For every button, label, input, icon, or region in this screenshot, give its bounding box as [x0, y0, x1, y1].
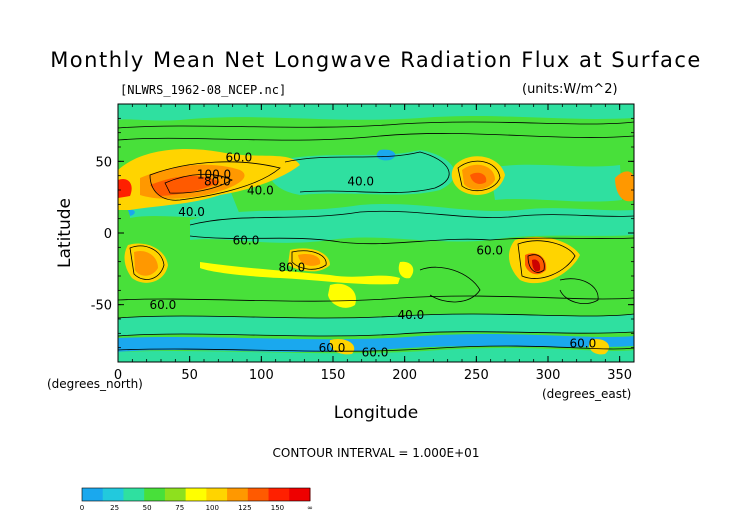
- field-region: [128, 209, 135, 216]
- colorbar-tick-label: 0: [80, 504, 84, 512]
- field-region: [398, 261, 414, 279]
- contour-line: [284, 151, 450, 193]
- contour-line: [559, 278, 599, 304]
- colorbar-swatch: [185, 488, 207, 501]
- y-axis-ticks: 50 0 -50: [91, 103, 634, 363]
- contour-label: 60.0: [319, 341, 346, 355]
- x-axis-label: Longitude: [333, 403, 419, 423]
- contour-label: 40.0: [247, 183, 274, 197]
- source-file-label: [NLWRS_1962-08_NCEP.nc]: [120, 83, 287, 97]
- colorbar-tick-label: 150: [271, 504, 284, 512]
- x-tick-label: 50: [181, 368, 198, 383]
- colorbar-swatch: [227, 488, 249, 501]
- field-region: [118, 314, 634, 336]
- contour-line: [118, 313, 634, 319]
- contour-label: 60.0: [233, 233, 260, 247]
- colorbar-tick-label: 50: [143, 504, 152, 512]
- contour-line: [129, 245, 165, 280]
- field-region: [118, 334, 634, 352]
- x-tick-label: 100: [249, 368, 274, 383]
- colorbar-frame: [81, 487, 311, 502]
- colorbar-swatch: [268, 488, 290, 501]
- x-tick-label: 200: [392, 368, 417, 383]
- field-region: [328, 283, 356, 308]
- contour-label: 80.0: [279, 261, 306, 275]
- field-region: [200, 262, 400, 285]
- contour-line: [189, 210, 634, 226]
- contour-label: 60.0: [570, 337, 597, 351]
- colorbar-swatch: [206, 488, 228, 501]
- field-region: [329, 338, 355, 355]
- colorbar-swatch: [289, 488, 311, 501]
- contour-line: [419, 266, 481, 303]
- contour-line: [517, 240, 576, 279]
- colorbar-swatch: [247, 488, 270, 501]
- colorbar-swatch: [164, 488, 187, 501]
- y-tick-label: 50: [95, 155, 112, 170]
- y-unit-label: (degrees_north): [47, 377, 143, 391]
- contour-label: 60.0: [362, 345, 389, 359]
- x-unit-label: (degrees_east): [542, 387, 632, 401]
- colorbar-swatch: [102, 488, 124, 501]
- field-region: [470, 172, 487, 184]
- contour-line: [118, 345, 634, 352]
- contour-line: [149, 161, 281, 201]
- field-region: [190, 203, 634, 243]
- heatmap-field: 60.0100.080.040.040.060.080.060.040.060.…: [117, 103, 635, 363]
- field-region: [298, 254, 321, 266]
- field-region: [615, 171, 634, 202]
- x-tick-label: 350: [607, 368, 632, 383]
- contour-label: 60.0: [476, 244, 503, 258]
- colorbar-tick-label: 125: [238, 504, 251, 512]
- x-tick-label: 150: [321, 368, 346, 383]
- contour-line: [118, 121, 634, 129]
- y-tick-label: -50: [91, 299, 112, 314]
- colorbar-swatch: [82, 488, 104, 501]
- contour-line: [527, 254, 545, 273]
- field-region: [490, 164, 622, 202]
- field-region: [532, 259, 541, 272]
- colorbar-tick-label: 75: [175, 504, 184, 512]
- colorbar-tick-label: ∞: [307, 504, 313, 512]
- field-region: [118, 178, 132, 198]
- units-label: (units:W/m^2): [522, 82, 618, 97]
- field-region: [269, 150, 455, 195]
- colorbar: 0 25 50 75 100 125 150 ∞: [80, 487, 313, 512]
- contour-line: [118, 295, 634, 302]
- colorbar-swatch: [123, 488, 145, 501]
- colorbar-tick-label: 25: [110, 504, 119, 512]
- contour-label: 60.0: [150, 298, 177, 312]
- x-axis-ticks: 0 50 100 150 200 250 300 350: [114, 104, 635, 383]
- field-region: [118, 104, 634, 121]
- field-region: [376, 149, 396, 161]
- x-tick-label: 0: [114, 368, 122, 383]
- contour-lines: [118, 121, 634, 352]
- contour-label: 80.0: [204, 175, 231, 189]
- contour-line: [164, 173, 233, 194]
- field-region: [508, 236, 580, 284]
- field-region: [118, 348, 634, 362]
- contour-label: 60.0: [226, 150, 253, 164]
- contour-label-group: 60.0100.080.040.040.060.080.060.040.060.…: [150, 150, 597, 359]
- contour-line: [118, 133, 634, 141]
- contour-line: [189, 235, 634, 245]
- contour-line: [118, 331, 634, 337]
- colorbar-tick-label: 100: [206, 504, 219, 512]
- colorbar-swatch: [144, 488, 166, 501]
- contour-line: [291, 250, 327, 270]
- x-tick-label: 250: [464, 368, 489, 383]
- x-tick-label: 300: [536, 368, 561, 383]
- field-region: [589, 339, 610, 355]
- field-region: [134, 250, 158, 276]
- y-tick-label: 0: [104, 227, 112, 242]
- chart-title: Monthly Mean Net Longwave Radiation Flux…: [50, 48, 702, 72]
- contour-label: 100.0: [197, 168, 231, 182]
- contour-label: 40.0: [398, 308, 425, 322]
- field-region: [150, 175, 220, 196]
- contour-label: 40.0: [347, 175, 374, 189]
- contour-label: 40.0: [178, 205, 205, 219]
- contour-line: [457, 160, 501, 192]
- contour-interval-label: CONTOUR INTERVAL = 1.000E+01: [272, 446, 480, 460]
